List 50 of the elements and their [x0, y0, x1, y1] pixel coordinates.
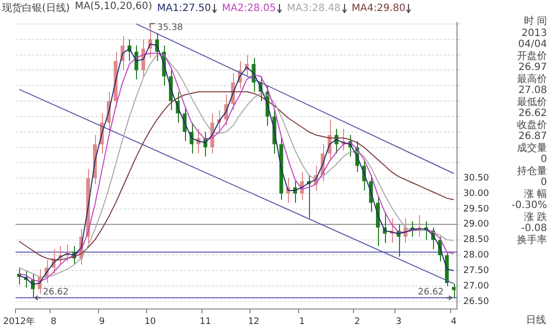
- text: 0: [540, 177, 547, 188]
- y-tick-label: 30.50: [463, 173, 490, 184]
- y-tick-label: 27.00: [463, 281, 490, 292]
- text: 开盘价: [516, 50, 547, 62]
- y-tick-label: 27.50: [463, 266, 490, 276]
- text: 成交量: [516, 142, 547, 154]
- x-tick-label: 9: [99, 316, 105, 327]
- x-tick-label: 3: [396, 316, 402, 327]
- y-tick-label: 28.50: [463, 235, 490, 246]
- text: 涨 幅: [522, 188, 547, 200]
- chart-subtitle: MA(5,10,20,60): [74, 1, 152, 14]
- text: MA1:27.50: [157, 2, 211, 14]
- annotation: 35.38: [157, 22, 184, 33]
- annotation: 26.62: [42, 288, 69, 298]
- text: MA3:28.48: [286, 2, 341, 14]
- text: 26.62: [517, 108, 547, 120]
- text: 26.87: [517, 131, 547, 142]
- text: -0.08: [520, 223, 547, 234]
- x-tick-label: 4: [450, 316, 457, 327]
- x-tick-label: 10: [144, 316, 156, 327]
- text: -0.30%: [510, 200, 547, 212]
- x-tick-label: 2: [354, 316, 360, 327]
- text: 04/04: [517, 39, 547, 50]
- annotation: 26.62: [418, 288, 444, 298]
- text: 时 间: [522, 16, 547, 28]
- y-tick-label: 29.50: [463, 204, 490, 214]
- y-tick-label: 28.00: [463, 250, 490, 261]
- x-tick-label: 2012年: [3, 316, 36, 327]
- text: 2013: [520, 28, 547, 39]
- x-tick-label: 1: [299, 316, 305, 327]
- x-tick-label: 11: [200, 316, 212, 327]
- chart-title: 现货白银(日线): [2, 2, 70, 15]
- text: MA4:29.80: [352, 2, 406, 14]
- y-tick-label: 26.50: [463, 296, 490, 307]
- text: 日线: [526, 314, 546, 327]
- x-tick-label: 8: [50, 316, 57, 327]
- text: 26.97: [517, 62, 547, 74]
- text: 27.08: [517, 85, 547, 96]
- text: 换手率: [516, 234, 547, 246]
- text: 持仓量: [516, 166, 547, 177]
- x-tick-label: 12: [248, 316, 260, 327]
- text: 收盘价: [516, 120, 547, 131]
- text: 涨 跌: [522, 212, 547, 223]
- y-tick-label: 30.00: [463, 188, 490, 199]
- text: 最高价: [516, 74, 547, 85]
- text: 0: [540, 154, 547, 166]
- y-tick-label: 29.00: [463, 220, 490, 230]
- candlestick: [134, 45, 138, 80]
- text: 最低价: [516, 96, 547, 108]
- text: MA2:28.05: [222, 2, 276, 14]
